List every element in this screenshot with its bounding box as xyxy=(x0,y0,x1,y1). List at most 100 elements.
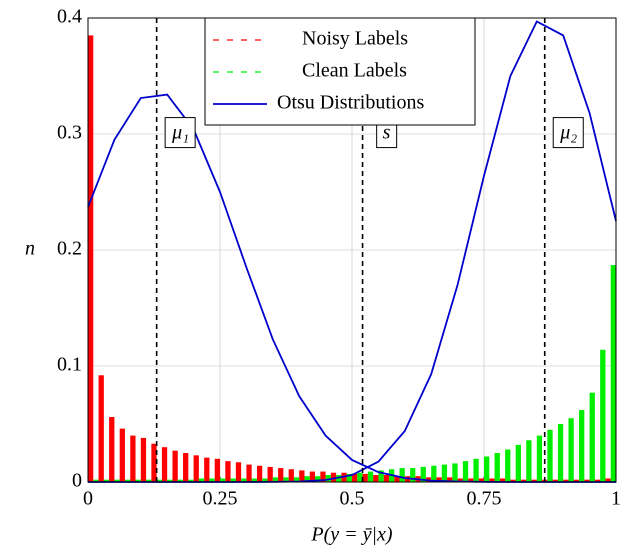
bar xyxy=(357,472,363,482)
bar xyxy=(478,478,484,482)
bar xyxy=(600,349,606,482)
bar xyxy=(605,478,611,482)
bar xyxy=(325,475,331,482)
y-tick-label: 0 xyxy=(72,470,82,492)
bar xyxy=(346,473,352,482)
bar xyxy=(610,265,616,482)
bar xyxy=(124,479,131,482)
bar xyxy=(146,479,152,482)
bar xyxy=(410,468,416,482)
annotation-label: μ₁ xyxy=(171,122,189,144)
bar xyxy=(304,476,310,482)
bar xyxy=(536,435,543,482)
bar xyxy=(267,466,273,482)
bar xyxy=(288,469,294,482)
bar xyxy=(557,424,564,482)
bar xyxy=(531,479,537,482)
bar xyxy=(579,410,585,482)
bar xyxy=(193,455,199,482)
bar xyxy=(204,457,210,482)
bar xyxy=(499,478,506,482)
legend-label: Noisy Labels xyxy=(302,28,408,50)
bar xyxy=(420,466,426,482)
bar xyxy=(214,458,220,482)
bar xyxy=(272,477,279,482)
bar xyxy=(584,479,590,482)
bar xyxy=(526,440,532,482)
bar xyxy=(283,477,289,482)
bar xyxy=(188,479,194,482)
annotation-box xyxy=(164,117,196,149)
x-tick-label: 0.25 xyxy=(203,488,238,510)
bar xyxy=(225,461,231,482)
y-tick-label: 0.4 xyxy=(57,6,82,28)
bar xyxy=(378,470,384,482)
y-tick-label: 0.1 xyxy=(57,354,82,376)
bar xyxy=(109,417,115,482)
x-axis-label: P(y = ȳ|x) xyxy=(310,524,393,546)
x-tick-label: 0.5 xyxy=(340,488,365,510)
bar xyxy=(114,479,120,482)
bar xyxy=(198,478,205,482)
bar xyxy=(103,479,110,482)
bar xyxy=(373,475,379,482)
bar xyxy=(309,471,316,482)
bar xyxy=(520,479,527,482)
bar xyxy=(183,453,189,482)
y-tick-label: 0.2 xyxy=(57,238,82,260)
bar xyxy=(594,479,601,482)
bar xyxy=(431,465,437,482)
bar xyxy=(563,479,569,482)
bar xyxy=(447,477,453,482)
bar xyxy=(494,453,500,482)
bar xyxy=(352,473,358,482)
legend-label: Clean Labels xyxy=(302,60,407,82)
bar xyxy=(156,479,162,482)
bar xyxy=(484,456,490,482)
bar xyxy=(367,471,374,482)
bar xyxy=(473,458,479,482)
y-axis-label: n xyxy=(25,238,35,260)
bar xyxy=(262,478,268,482)
bar xyxy=(589,392,595,482)
bar xyxy=(505,449,511,482)
bar xyxy=(336,475,342,482)
annotation-box xyxy=(552,117,584,149)
x-tick-label: 0 xyxy=(83,488,93,510)
bar xyxy=(315,476,321,482)
bar xyxy=(256,465,263,482)
bar xyxy=(436,477,442,482)
bar xyxy=(293,477,300,482)
bar xyxy=(278,468,284,482)
bar xyxy=(362,473,368,482)
bar xyxy=(515,444,521,482)
bar xyxy=(568,418,574,482)
bar xyxy=(130,435,136,482)
bar xyxy=(457,478,463,482)
bar xyxy=(230,478,236,482)
bar xyxy=(140,437,147,482)
annotation-label: s xyxy=(383,122,391,144)
bar xyxy=(399,468,405,482)
bar xyxy=(452,463,458,482)
x-tick-label: 0.75 xyxy=(467,488,502,510)
bar xyxy=(547,429,553,482)
bar xyxy=(177,479,184,482)
legend xyxy=(204,17,476,126)
bar xyxy=(552,479,558,482)
x-tick-label: 1 xyxy=(611,488,621,510)
bar xyxy=(119,428,125,482)
bar xyxy=(172,450,178,482)
legend-label: Otsu Distributions xyxy=(277,92,424,114)
bar xyxy=(573,479,580,482)
bar xyxy=(246,464,252,482)
bar xyxy=(383,475,389,482)
bar xyxy=(251,478,257,482)
bar xyxy=(299,470,305,482)
annotation-label: μ₂ xyxy=(559,122,577,144)
bar xyxy=(441,464,448,482)
bar xyxy=(93,479,99,482)
bar xyxy=(462,461,469,482)
bar xyxy=(88,35,94,483)
